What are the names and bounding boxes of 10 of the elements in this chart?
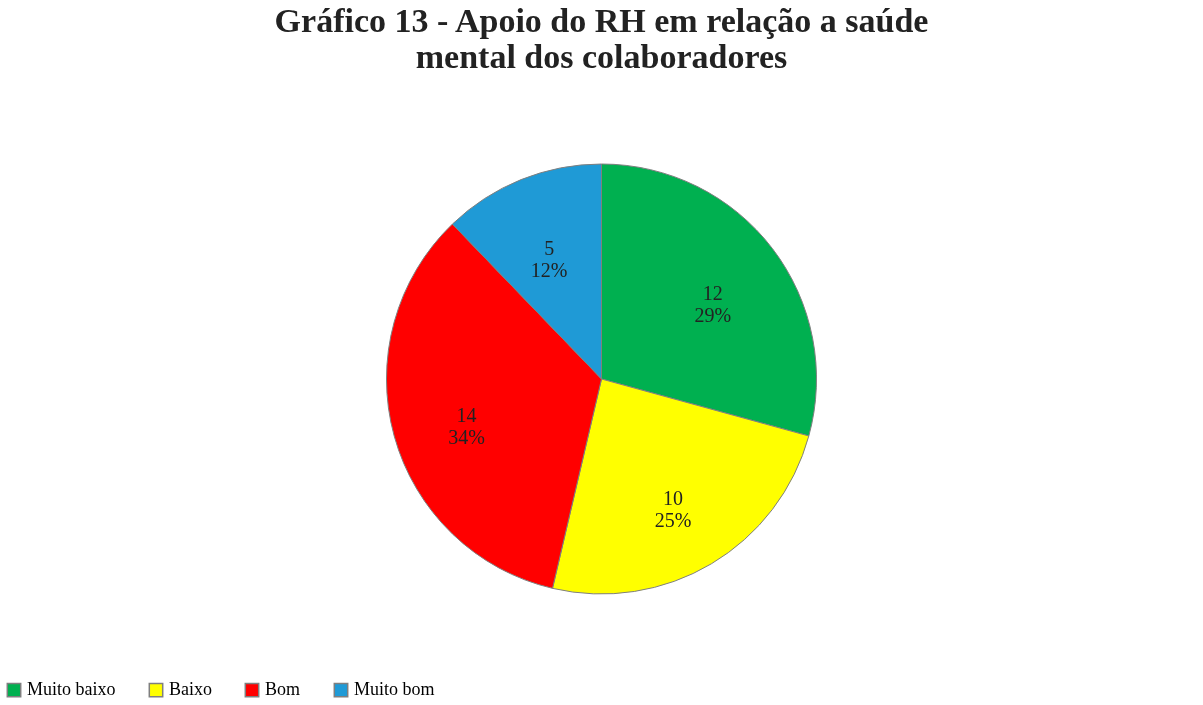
text: Gráfico 13 - Apoio do RH em relação a saúde — [274, 2, 929, 39]
legend-label: Baixo — [169, 679, 212, 700]
legend-label: Bom — [265, 679, 301, 700]
data-label: 5 12% — [530, 237, 568, 282]
legend-label: Muito bom — [354, 679, 435, 700]
legend-label: Muito baixo — [27, 679, 116, 700]
data-label: 12 29% — [694, 282, 732, 327]
text: mental dos colaboradores — [415, 38, 788, 75]
data-label: 10 25% — [654, 487, 692, 532]
data-label: 14 34% — [448, 404, 485, 449]
